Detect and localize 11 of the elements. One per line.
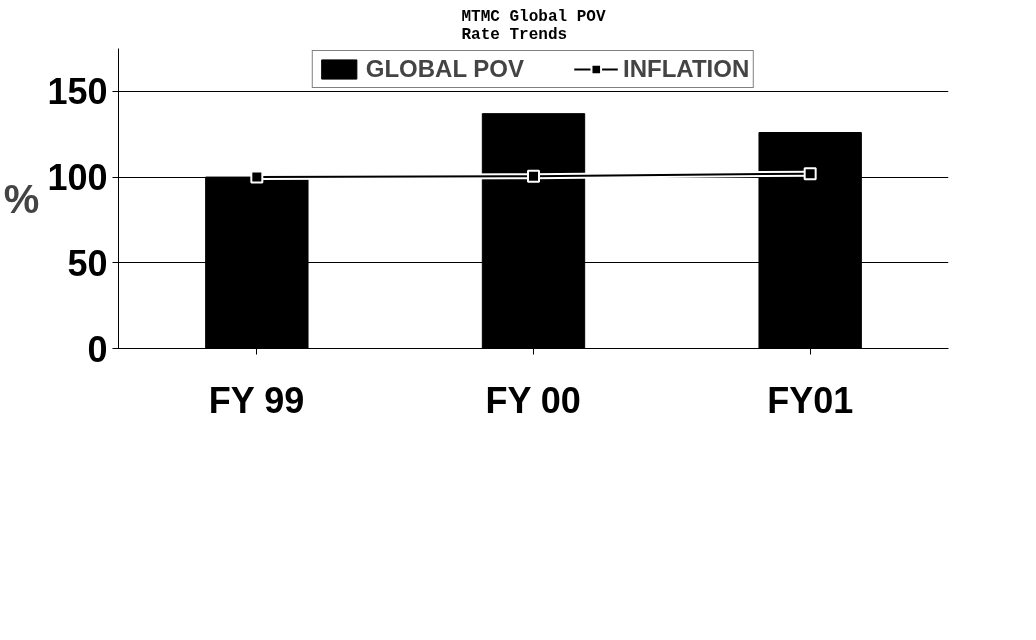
y-axis-title: % <box>3 176 40 221</box>
y-tick-label: 150 <box>47 71 108 113</box>
legend-label: INFLATION <box>623 55 750 83</box>
chart-title: MTMC Global POV Rate Trends <box>461 7 606 44</box>
x-tick-label: FY 99 <box>208 379 305 421</box>
x-tick-label: FY 00 <box>485 379 581 421</box>
y-tick-label: 0 <box>87 328 108 370</box>
x-tick-label: FY01 <box>767 379 854 421</box>
y-tick-label: 100 <box>47 157 108 199</box>
y-tick-label: 50 <box>67 242 108 284</box>
legend-label: GLOBAL POV <box>365 55 525 83</box>
